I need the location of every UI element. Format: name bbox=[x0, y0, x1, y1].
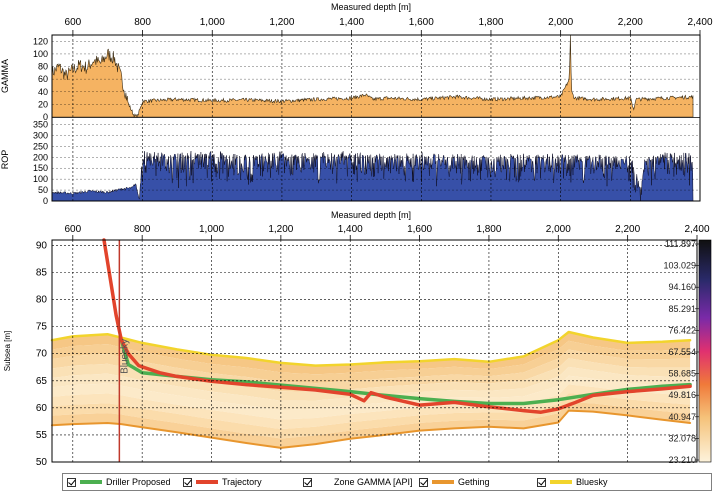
bottom-x-tick-label: 2,400 bbox=[684, 224, 709, 235]
bottom-x-tick-label: 1,400 bbox=[338, 224, 363, 235]
subsea-y-tick-label: 60 bbox=[36, 403, 48, 414]
legend-label: Gething bbox=[458, 477, 490, 487]
top-x-tick-label: 1,000 bbox=[200, 17, 225, 28]
rop-y-tick-label: 50 bbox=[38, 185, 48, 195]
top-x-axis-title: Measured depth [m] bbox=[331, 2, 411, 12]
top-x-tick-label: 1,800 bbox=[478, 17, 503, 28]
colorbar-tick-label: 67.554 bbox=[668, 347, 696, 357]
checkbox-bluesky[interactable] bbox=[537, 477, 546, 487]
colorbar-tick-label: 58.685 bbox=[668, 369, 696, 379]
subsea-y-tick-label: 75 bbox=[36, 322, 48, 333]
bottom-x-tick-label: 2,000 bbox=[546, 224, 571, 235]
series-line-gething bbox=[51, 409, 692, 449]
gamma-y-tick-label: 100 bbox=[33, 49, 48, 59]
top-x-tick-label: 1,400 bbox=[339, 17, 364, 28]
bottom-x-tick-label: 800 bbox=[134, 224, 151, 235]
top-x-tick-label: 2,200 bbox=[618, 17, 643, 28]
legend-item-trajectory[interactable]: Trajectory bbox=[183, 475, 262, 489]
gamma-y-tick-label: 40 bbox=[38, 87, 48, 97]
rop-y-tick-label: 150 bbox=[33, 163, 48, 173]
top-x-tick-label: 2,400 bbox=[687, 17, 712, 28]
top-x-tick-label: 600 bbox=[65, 17, 82, 28]
subsea-y-tick-label: 85 bbox=[36, 267, 48, 278]
rop-y-tick-label: 100 bbox=[33, 174, 48, 184]
gamma-y-axis-title: GAMMA bbox=[0, 59, 10, 93]
rop-y-axis-title: ROP bbox=[0, 150, 10, 170]
colorbar-tick-label: 40.947 bbox=[668, 412, 696, 422]
checkbox-gething[interactable] bbox=[419, 477, 428, 487]
subsea-y-tick-label: 65 bbox=[36, 376, 48, 387]
legend-swatch bbox=[432, 480, 454, 484]
gamma-log-area bbox=[51, 34, 694, 119]
top-x-tick-label: 1,600 bbox=[409, 17, 434, 28]
colorbar-tick-label: 85.291 bbox=[668, 304, 696, 314]
rop-y-tick-label: 250 bbox=[33, 141, 48, 151]
rop-y-tick-label: 300 bbox=[33, 130, 48, 140]
bottom-x-tick-label: 600 bbox=[64, 224, 81, 235]
legend-swatch bbox=[196, 480, 218, 484]
top-x-tick-label: 2,000 bbox=[548, 17, 573, 28]
top-x-tick-label: 800 bbox=[134, 17, 151, 28]
legend-swatch bbox=[550, 480, 572, 484]
subsea-y-tick-label: 90 bbox=[36, 240, 48, 251]
series-line-trajectory bbox=[102, 238, 692, 414]
legend-label: Driller Proposed bbox=[106, 477, 171, 487]
checkbox-trajectory[interactable] bbox=[183, 477, 192, 487]
top-x-tick-label: 1,200 bbox=[269, 17, 294, 28]
gamma-colorbar bbox=[698, 239, 712, 463]
gamma-y-tick-label: 20 bbox=[38, 99, 48, 109]
zone-gamma-band bbox=[52, 393, 691, 439]
legend-swatch bbox=[80, 480, 102, 484]
legend-label: Bluesky bbox=[576, 477, 608, 487]
subsea-plot-frame bbox=[51, 239, 698, 463]
legend-label: Trajectory bbox=[222, 477, 262, 487]
subsea-y-tick-label: 80 bbox=[36, 295, 48, 306]
zone-gamma-band bbox=[52, 358, 691, 401]
series-line-bluesky bbox=[50, 330, 692, 367]
bottom-x-tick-label: 1,000 bbox=[199, 224, 224, 235]
colorbar-tick-label: 103.029 bbox=[663, 261, 696, 271]
subsea-y-tick-label: 50 bbox=[36, 457, 48, 468]
gamma-y-tick-label: 0 bbox=[43, 112, 48, 122]
bottom-x-tick-label: 1,800 bbox=[476, 224, 501, 235]
gamma-y-tick-label: 60 bbox=[38, 74, 48, 84]
colorbar-tick-label: 111.897 bbox=[665, 239, 696, 249]
top-plot-frame bbox=[51, 34, 701, 202]
legend-swatch bbox=[316, 480, 330, 484]
legend-item-gething[interactable]: Gething bbox=[419, 475, 490, 489]
bottom-x-tick-label: 1,600 bbox=[407, 224, 432, 235]
checkbox-zone-gamma[interactable] bbox=[303, 477, 312, 487]
colorbar-tick-label: 94.160 bbox=[668, 282, 696, 292]
bluesky-annotation: Bluesky bbox=[119, 339, 130, 374]
checkbox-driller-proposed[interactable] bbox=[67, 477, 76, 487]
rop-y-tick-label: 0 bbox=[43, 196, 48, 206]
bottom-x-axis-title: Measured depth [m] bbox=[331, 210, 411, 220]
colorbar-tick-label: 23.210 bbox=[668, 455, 696, 465]
legend-item-driller-proposed[interactable]: Driller Proposed bbox=[67, 475, 171, 489]
legend: Driller Proposed Trajectory Zone GAMMA [… bbox=[62, 473, 712, 491]
colorbar-tick-label: 49.816 bbox=[668, 390, 696, 400]
legend-item-bluesky[interactable]: Bluesky bbox=[537, 475, 608, 489]
subsea-y-tick-label: 70 bbox=[36, 349, 48, 360]
zone-gamma-band bbox=[52, 366, 691, 411]
gamma-y-tick-label: 120 bbox=[33, 36, 48, 46]
colorbar-tick-label: 76.422 bbox=[668, 325, 696, 335]
bottom-x-tick-label: 1,200 bbox=[268, 224, 293, 235]
subsea-y-tick-label: 55 bbox=[36, 430, 48, 441]
rop-y-tick-label: 350 bbox=[33, 120, 48, 130]
gamma-y-tick-label: 80 bbox=[38, 62, 48, 72]
colorbar-tick-label: 32.078 bbox=[668, 433, 696, 443]
rop-y-tick-label: 200 bbox=[33, 152, 48, 162]
bottom-x-tick-label: 2,200 bbox=[615, 224, 640, 235]
legend-item-zone-gamma[interactable]: Zone GAMMA [API] bbox=[303, 475, 413, 489]
zone-gamma-band bbox=[52, 332, 691, 375]
subsea-y-axis-title: Subsea [m] bbox=[3, 331, 12, 371]
legend-label: Zone GAMMA [API] bbox=[334, 477, 413, 487]
